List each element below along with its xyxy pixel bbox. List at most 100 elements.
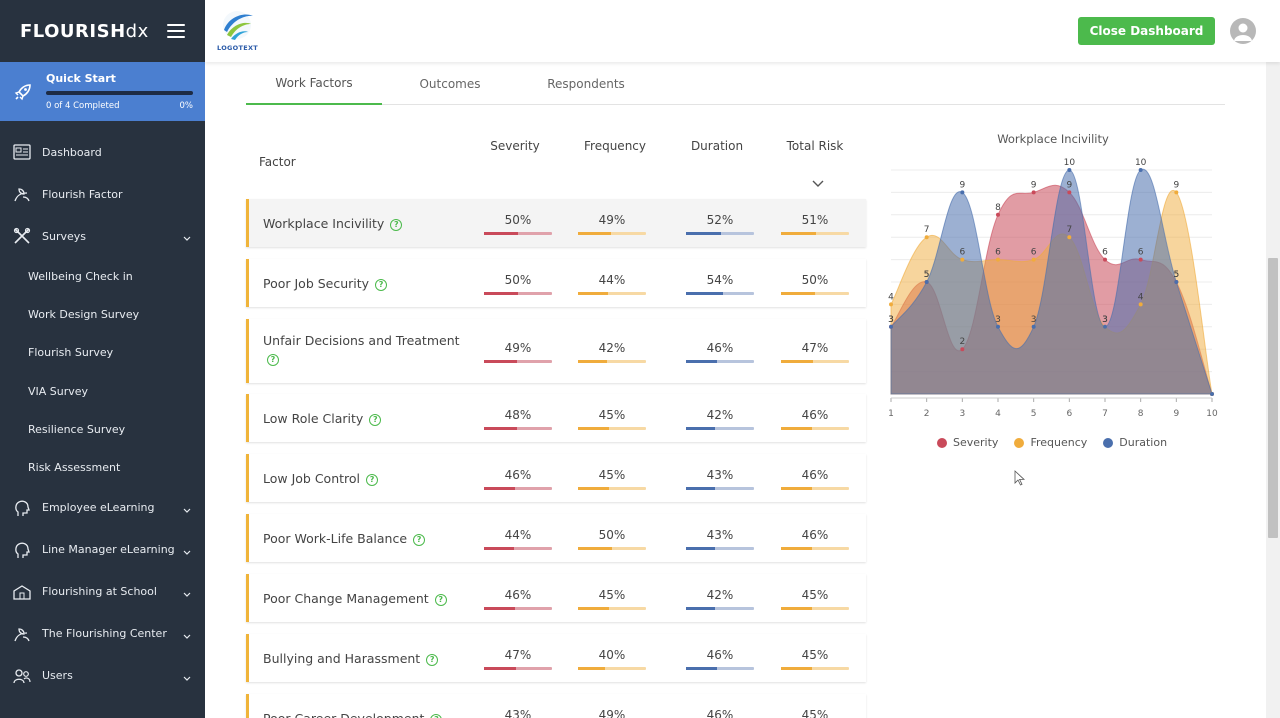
column-header-factor: Factor (259, 155, 296, 169)
help-circle-icon[interactable]: ? (426, 653, 439, 666)
data-point[interactable] (1138, 168, 1143, 172)
sidebar-item-flourishing-at-school[interactable]: Flourishing at School (0, 571, 205, 613)
metric-bar (484, 547, 552, 550)
help-circle-icon[interactable]: ? (413, 533, 426, 546)
column-header-duration[interactable]: Duration (690, 139, 744, 153)
metric-frequency: 45% (578, 588, 646, 610)
data-point[interactable] (1067, 235, 1072, 240)
table-row[interactable]: Poor Career Development? 43% 49% 46% 45% (246, 694, 866, 718)
metric-duration: 46% (686, 341, 754, 363)
data-point[interactable] (996, 324, 1000, 329)
factor-label: Poor Career Development (263, 711, 424, 718)
table-row[interactable]: Poor Change Management? 46% 45% 42% 45% (246, 574, 866, 622)
data-point[interactable] (1067, 168, 1072, 172)
table-row[interactable]: Low Job Control? 46% 45% 43% 46% (246, 454, 866, 502)
metric-bar (781, 292, 849, 295)
metric-severity: 49% (484, 341, 552, 363)
legend-item-duration[interactable]: Duration (1103, 436, 1167, 449)
sidebar-subitem-via-survey[interactable]: VIA Survey (28, 384, 89, 398)
data-label: 9 (1031, 180, 1037, 190)
data-point[interactable] (1103, 324, 1107, 329)
tab-outcomes[interactable]: Outcomes (419, 76, 481, 91)
table-row[interactable]: Workplace Incivility? 50% 49% 52% 51% (246, 199, 866, 247)
data-point[interactable] (1174, 280, 1179, 284)
metric-frequency: 40% (578, 648, 646, 670)
tab-work-factors[interactable]: Work Factors (246, 62, 382, 105)
close-dashboard-button[interactable]: Close Dashboard (1078, 17, 1215, 45)
chevron-down-icon (183, 503, 191, 516)
factor-name: Poor Job Security? (263, 275, 388, 293)
quick-start-panel[interactable]: Quick Start 0 of 4 Completed 0% (0, 62, 205, 121)
avatar[interactable] (1230, 18, 1256, 44)
data-point[interactable] (1210, 392, 1214, 396)
column-header-severity[interactable]: Severity (490, 139, 540, 153)
help-circle-icon[interactable]: ? (366, 473, 379, 486)
sidebar-item-flourishing-center[interactable]: The Flourishing Center (0, 613, 205, 655)
rocket-icon (12, 81, 34, 103)
series-area-duration[interactable] (890, 168, 1213, 395)
metric-duration: 43% (686, 528, 754, 550)
table-row[interactable]: Poor Job Security? 50% 44% 54% 50% (246, 259, 866, 307)
data-point[interactable] (1031, 324, 1036, 329)
sidebar-subitem-wellbeing-check-in[interactable]: Wellbeing Check in (28, 269, 133, 283)
sort-chevron-down-icon[interactable] (812, 172, 824, 191)
data-point[interactable] (889, 324, 893, 329)
metric-frequency: 45% (578, 468, 646, 490)
sidebar-item-users[interactable]: Users (0, 655, 205, 697)
sidebar-item-line-manager-elearning[interactable]: Line Manager eLearning (0, 529, 205, 571)
sidebar-subitem-risk-assessment[interactable]: Risk Assessment (28, 461, 121, 475)
data-point[interactable] (1174, 190, 1179, 195)
data-point[interactable] (1103, 257, 1107, 262)
brand-logo[interactable]: FLOURISHdx (20, 21, 149, 42)
data-point[interactable] (960, 257, 965, 262)
tab-respondents[interactable]: Respondents (547, 76, 625, 91)
sidebar-subitem-work-design-survey[interactable]: Work Design Survey (28, 307, 140, 321)
help-circle-icon[interactable]: ? (369, 413, 382, 426)
data-point[interactable] (1138, 257, 1143, 262)
sidebar-item-label: The Flourishing Center (42, 627, 167, 641)
metric-bar-fill (484, 232, 518, 235)
data-point[interactable] (960, 347, 965, 352)
sidebar-item-surveys[interactable]: Surveys (0, 215, 205, 257)
help-circle-icon[interactable]: ? (390, 218, 403, 231)
table-row[interactable]: Unfair Decisions and Treatment? 49% 42% 46%… (246, 319, 866, 383)
data-point[interactable] (1067, 190, 1072, 195)
sidebar-item-employee-elearning[interactable]: Employee eLearning (0, 487, 205, 529)
legend-item-frequency[interactable]: Frequency (1014, 436, 1087, 449)
metric-bar (686, 232, 754, 235)
data-point[interactable] (996, 212, 1000, 217)
data-point[interactable] (996, 257, 1000, 262)
hamburger-menu-icon[interactable] (167, 24, 185, 38)
legend-item-severity[interactable]: Severity (937, 436, 998, 449)
help-circle-icon[interactable]: ? (267, 353, 279, 366)
metric-bar-fill (686, 667, 718, 670)
data-label: 6 (1102, 248, 1108, 258)
company-logo[interactable] (217, 8, 261, 54)
factor-label: Workplace Incivility (263, 216, 385, 231)
sidebar-subitem-resilience-survey[interactable]: Resilience Survey (28, 422, 126, 436)
metric-value: 44% (504, 528, 532, 542)
data-point[interactable] (1031, 190, 1036, 195)
sidebar-item-dashboard[interactable]: Dashboard (0, 131, 205, 173)
data-point[interactable] (924, 235, 929, 240)
data-point[interactable] (1031, 257, 1036, 262)
help-circle-icon[interactable]: ? (375, 278, 388, 291)
data-label: 3 (888, 315, 894, 325)
data-point[interactable] (924, 280, 929, 284)
data-point[interactable] (1138, 302, 1143, 307)
sidebar-subitem-flourish-survey[interactable]: Flourish Survey (28, 346, 114, 360)
sidebar-item-flourish-factor[interactable]: Flourish Factor (0, 173, 205, 215)
table-row[interactable]: Poor Work-Life Balance? 44% 50% 43% 46% (246, 514, 866, 562)
metric-bar-fill (686, 607, 715, 610)
metric-bar-fill (781, 547, 813, 550)
help-circle-icon[interactable]: ? (430, 713, 443, 718)
column-header-total-risk[interactable]: Total Risk (786, 139, 844, 153)
table-row[interactable]: Bullying and Harassment? 47% 40% 46% 45% (246, 634, 866, 682)
data-point[interactable] (960, 190, 965, 195)
data-point[interactable] (889, 302, 893, 307)
column-header-frequency[interactable]: Frequency (584, 139, 646, 153)
help-circle-icon[interactable]: ? (434, 593, 447, 606)
scrollbar-thumb[interactable] (1268, 258, 1278, 538)
page-scrollbar[interactable] (1266, 62, 1280, 718)
table-row[interactable]: Low Role Clarity? 48% 45% 42% 46% (246, 394, 866, 442)
